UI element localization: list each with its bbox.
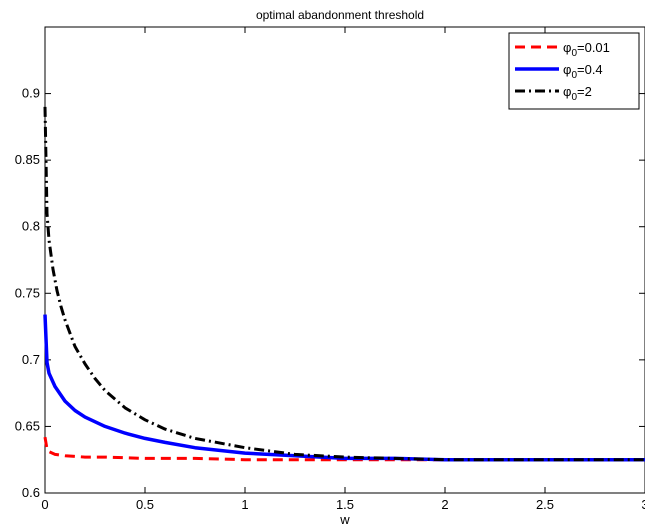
legend-label-1: φ0=0.4 [563,62,603,81]
y-tick-label: 0.75 [15,285,40,300]
legend-label-0: φ0=0.01 [563,40,610,59]
x-tick-label: 2.5 [536,497,554,512]
x-tick-label: 2 [441,497,448,512]
x-tick-label: 1.5 [336,497,354,512]
y-tick-label: 0.8 [22,219,40,234]
x-tick-label: 3 [641,497,645,512]
x-tick-label: 1 [241,497,248,512]
y-tick-label: 0.9 [22,86,40,101]
series-line-0 [43,436,645,462]
legend: φ0=0.01 φ0=0.4 φ0=2 [508,32,640,110]
series-line-2 [43,106,645,462]
legend-label-2: φ0=2 [563,84,592,103]
y-tick-label: 0.6 [22,485,40,500]
x-tick-label: 0.5 [136,497,154,512]
series-lines [43,106,645,462]
chart-title: optimal abandonment threshold [256,8,424,22]
y-tick-label: 0.7 [22,352,40,367]
axis-ticks: 0 0.5 1 1.5 2 2.5 3 0.6 0.65 0.7 0.75 0.8 0.85 0.9 [15,27,645,512]
x-axis-label: w [339,512,350,527]
y-tick-label: 0.85 [15,152,40,167]
y-tick-label: 0.65 [15,418,40,433]
legend-box [508,32,640,110]
x-tick-label: 0 [41,497,48,512]
